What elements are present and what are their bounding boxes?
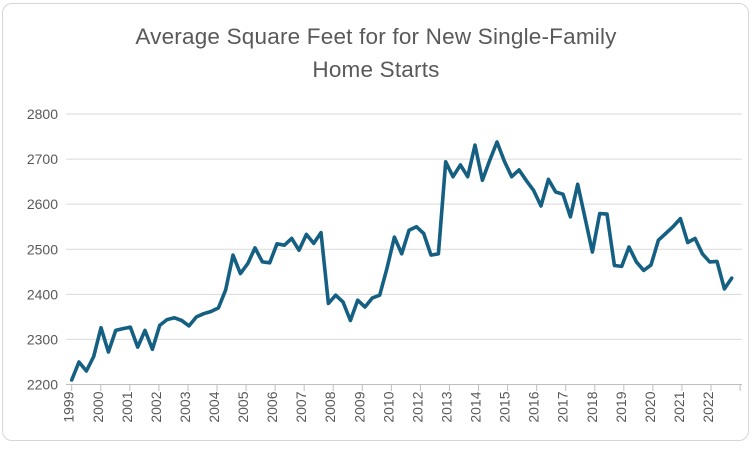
x-tick-label: 2003 <box>177 391 193 422</box>
x-tick-label: 2007 <box>293 391 309 422</box>
x-tick-label: 2019 <box>613 391 629 422</box>
y-axis-labels-group: 2200 2300 2400 2500 2600 2700 2800 <box>27 106 58 393</box>
x-tick-label: 2001 <box>119 391 135 422</box>
x-tick-label: 2000 <box>90 391 106 422</box>
y-tick-label: 2300 <box>27 331 58 347</box>
x-tick-label: 2005 <box>235 391 251 422</box>
x-tick-label: 2006 <box>264 391 280 422</box>
x-tick-label: 2009 <box>351 391 367 422</box>
x-tick-label: 2022 <box>700 391 716 422</box>
y-tick-label: 2800 <box>27 106 58 122</box>
x-tick-label: 2013 <box>438 391 454 422</box>
x-tick-label: 2021 <box>671 391 687 422</box>
x-tick-label: 2020 <box>642 391 658 422</box>
x-axis-labels-group: 1999 2000 2001 2002 2003 2004 2005 2006 2007 2008… <box>61 391 716 422</box>
series-group <box>69 140 734 382</box>
x-tick-label: 2010 <box>380 391 396 422</box>
y-tick-label: 2200 <box>27 377 58 393</box>
chart-title-line-2: Home Starts <box>312 57 440 82</box>
x-tick-label: 2018 <box>584 391 600 422</box>
y-tick-label: 2600 <box>27 196 58 212</box>
x-tick-label: 2002 <box>148 391 164 422</box>
x-tick-label: 2008 <box>322 391 338 422</box>
chart-title-line-1: Average Square Feet for for New Single-F… <box>135 24 617 49</box>
x-tick-label: 1999 <box>61 391 77 422</box>
x-tick-label: 2015 <box>497 391 513 422</box>
y-tick-label: 2700 <box>27 151 58 167</box>
x-tick-label: 2014 <box>468 391 484 422</box>
x-tick-label: 2004 <box>206 391 222 422</box>
chart-border <box>2 3 749 441</box>
x-axis-group <box>71 384 741 391</box>
x-tick-label: 2017 <box>555 391 571 422</box>
x-tick-label: 2016 <box>526 391 542 422</box>
chart-title: Average Square Feet for for New Single-F… <box>0 20 752 86</box>
data-line-average-square-feet <box>69 140 734 382</box>
y-tick-label: 2400 <box>27 286 58 302</box>
y-tick-label: 2500 <box>27 241 58 257</box>
x-tick-label: 2012 <box>409 391 425 422</box>
